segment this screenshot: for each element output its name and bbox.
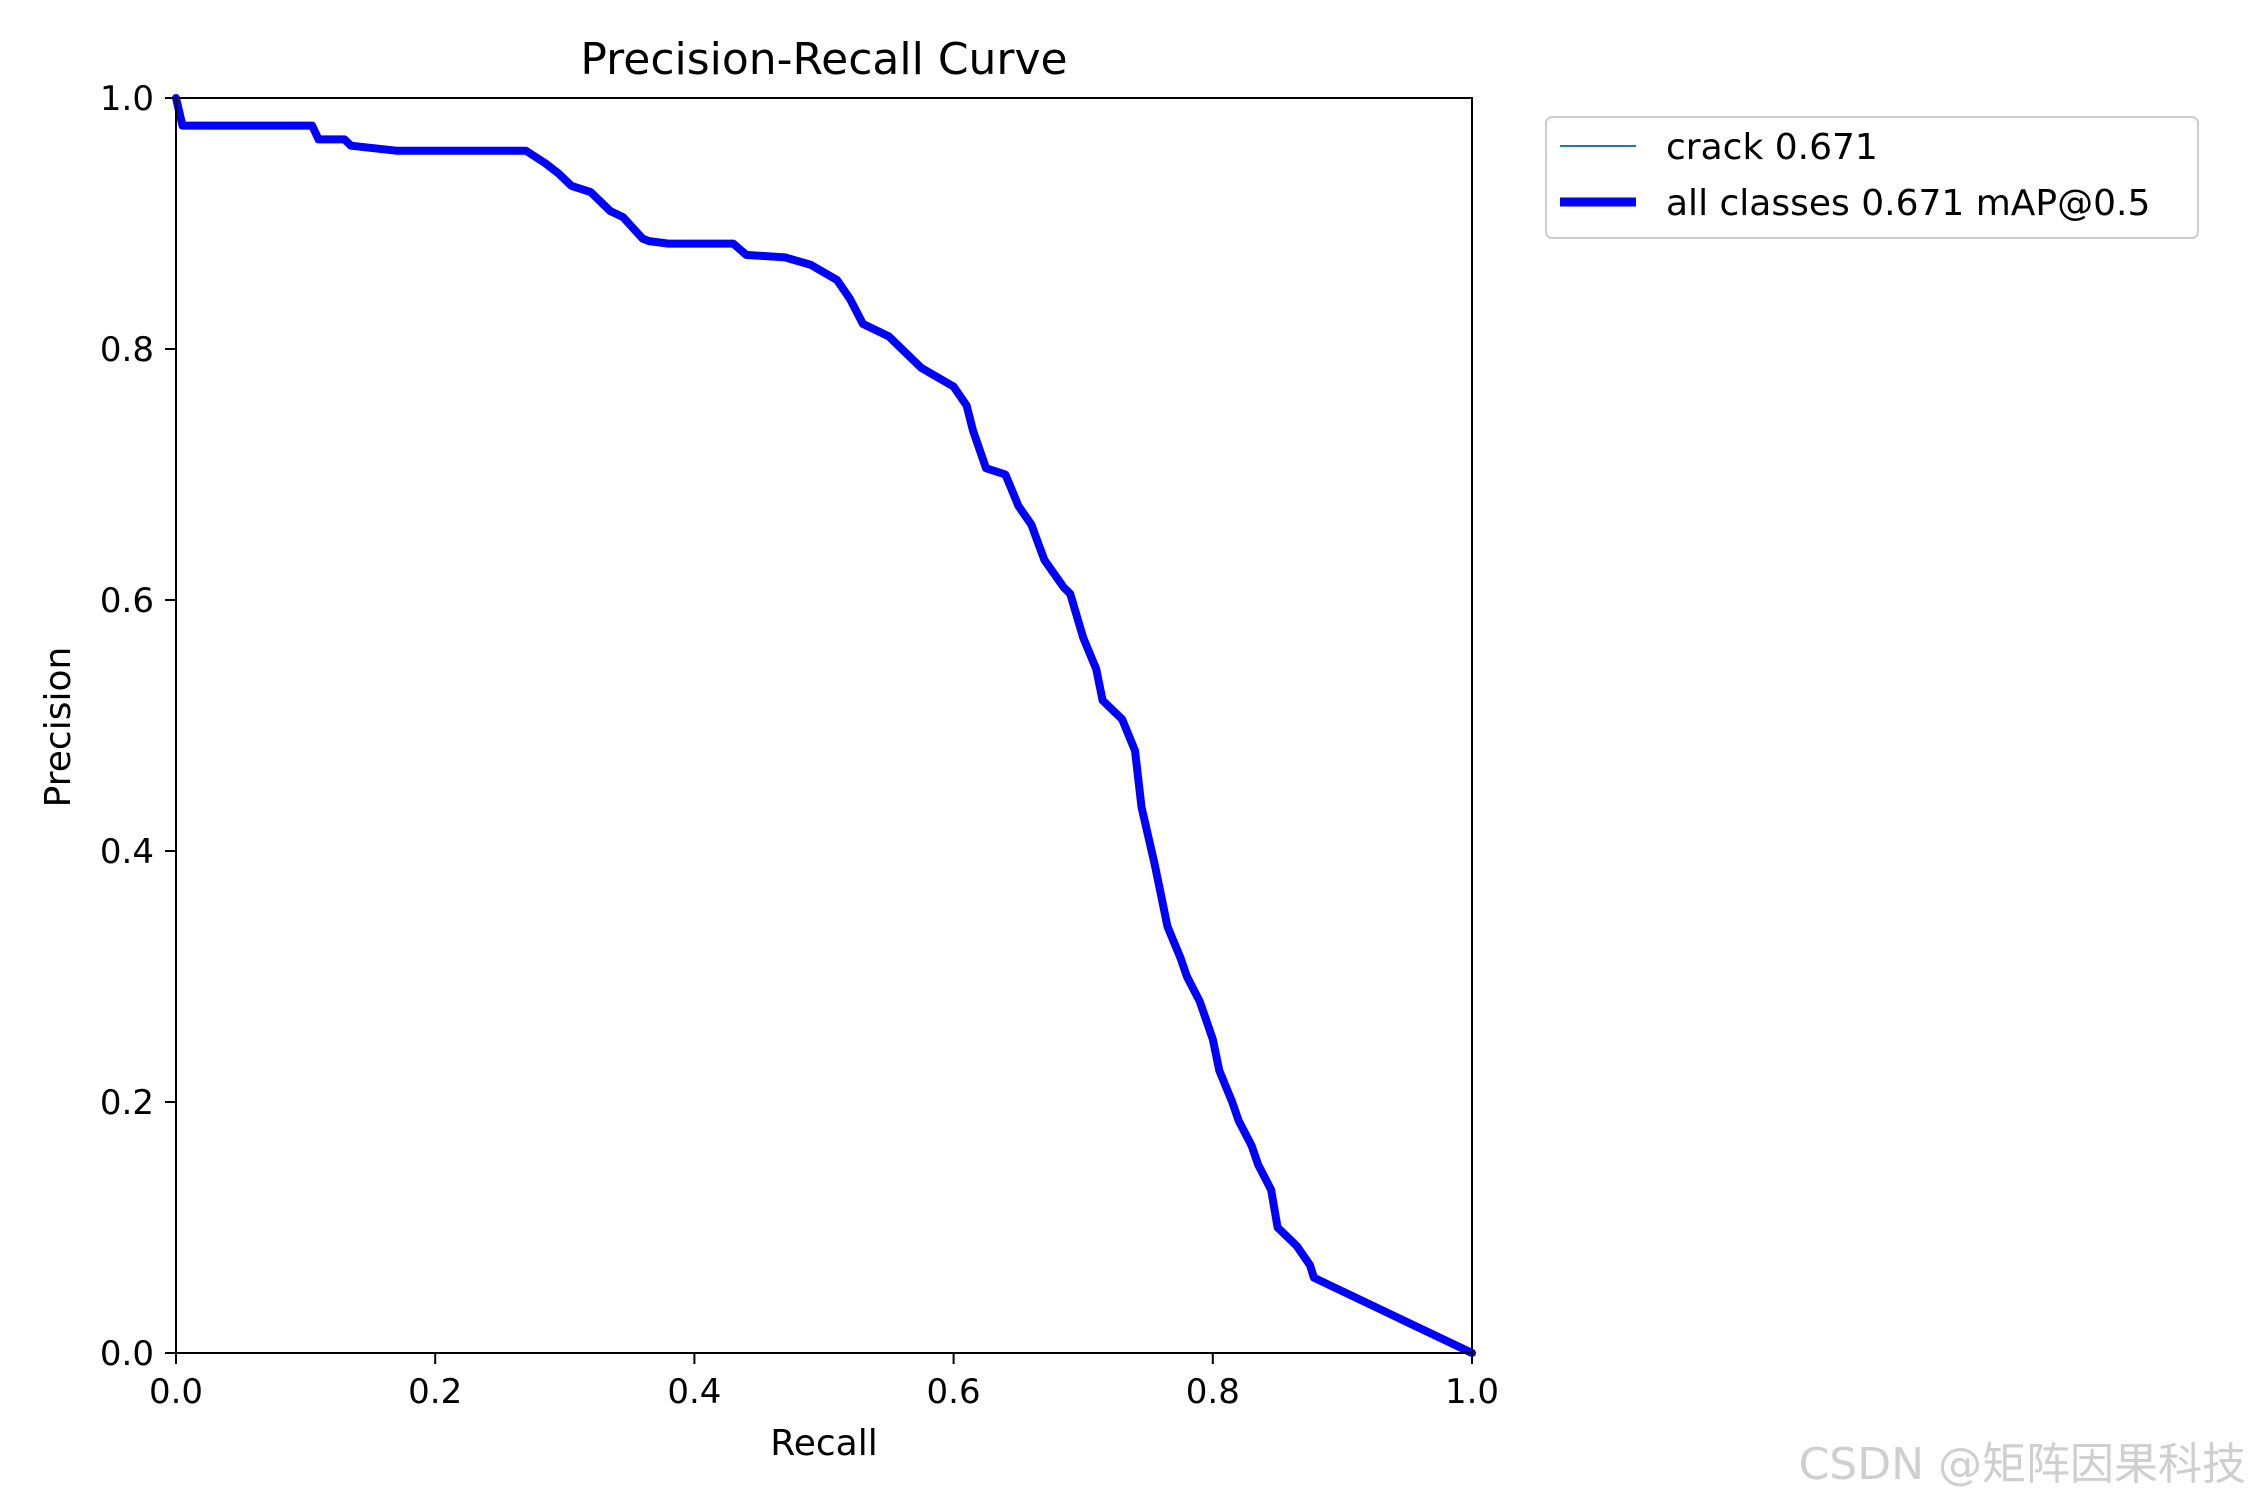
x-tick-label: 1.0: [1445, 1372, 1499, 1412]
x-tick-label: 0.6: [927, 1372, 981, 1412]
y-tick-label: 0.6: [100, 581, 154, 621]
y-axis-ticks: 0.0 0.2 0.4 0.6 0.8 1.0: [100, 79, 176, 1374]
chart-title: Precision-Recall Curve: [580, 34, 1067, 85]
series-layer: [172, 94, 1476, 1357]
legend: crack 0.671 all classes 0.671 mAP@0.5: [1545, 116, 2199, 239]
watermark: CSDN @矩阵因果科技: [1798, 1439, 2246, 1490]
y-tick-label: 0.2: [100, 1083, 154, 1123]
x-tick-label: 0.2: [408, 1372, 462, 1412]
x-tick-label: 0.0: [149, 1372, 203, 1412]
y-tick-label: 1.0: [100, 79, 154, 119]
x-axis-ticks: 0.0 0.2 0.4 0.6 0.8 1.0: [149, 1353, 1499, 1412]
y-axis-label: Precision: [38, 647, 79, 808]
x-axis-label: Recall: [770, 1423, 877, 1464]
legend-label-all-classes: all classes 0.671 mAP@0.5: [1666, 183, 2150, 224]
x-tick-label: 0.4: [667, 1372, 721, 1412]
axes-frame: [175, 97, 1473, 1354]
x-tick-label: 0.8: [1186, 1372, 1240, 1412]
y-tick-label: 0.4: [100, 832, 154, 872]
legend-frame: [1545, 116, 2199, 239]
legend-label-crack: crack 0.671: [1666, 127, 1878, 168]
y-tick-label: 0.8: [100, 330, 154, 370]
y-tick-label: 0.0: [100, 1334, 154, 1374]
series-line-all-classes-0-671-map-0-5: [172, 94, 1476, 1357]
